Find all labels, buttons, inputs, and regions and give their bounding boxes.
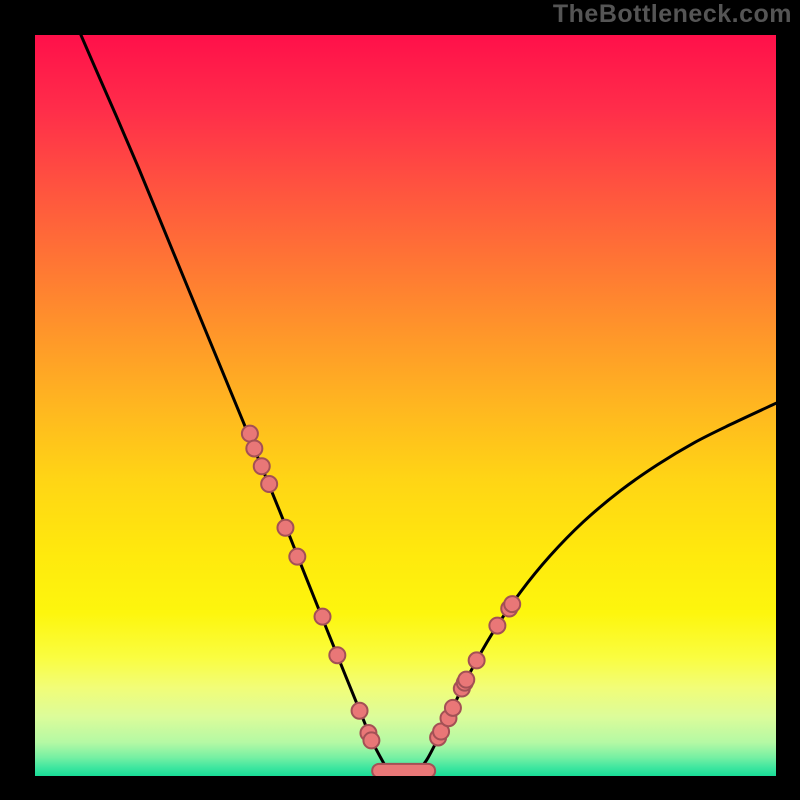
plot-area: [35, 35, 776, 776]
marker: [315, 609, 331, 625]
marker: [363, 732, 379, 748]
marker: [254, 458, 270, 474]
marker: [504, 596, 520, 612]
chart-svg: [35, 35, 776, 776]
bottom-bar: [372, 764, 435, 776]
marker: [242, 426, 258, 442]
stage: TheBottleneck.com: [0, 0, 800, 800]
marker: [329, 647, 345, 663]
chart-background: [35, 35, 776, 776]
marker: [489, 618, 505, 634]
marker: [458, 672, 474, 688]
marker: [352, 703, 368, 719]
marker: [277, 520, 293, 536]
marker: [246, 440, 262, 456]
marker: [261, 476, 277, 492]
marker: [445, 700, 461, 716]
marker: [469, 652, 485, 668]
marker: [289, 549, 305, 565]
watermark-text: TheBottleneck.com: [553, 0, 792, 29]
